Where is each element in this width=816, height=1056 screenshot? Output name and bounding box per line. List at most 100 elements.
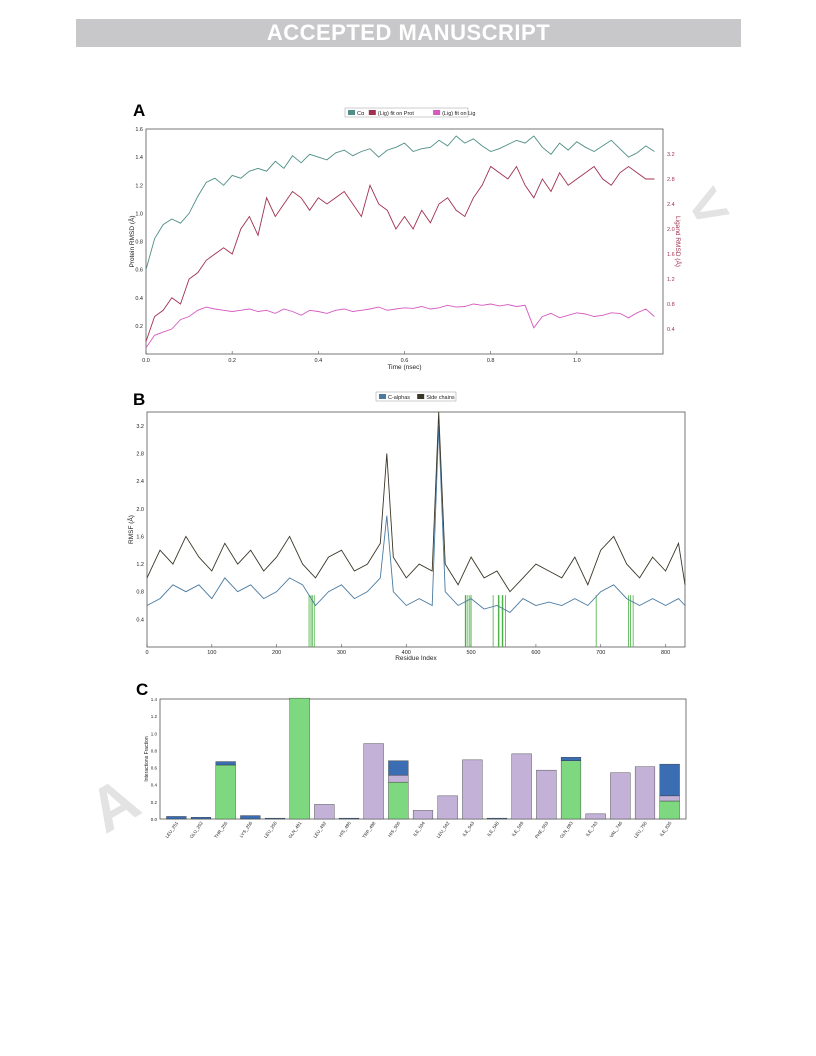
panel-b-y-tick-label: 0.4 — [136, 617, 144, 623]
panel-b-x-axis-label: Residue Index — [395, 655, 437, 662]
panel-b-legend-label: Side chains — [426, 395, 455, 401]
panel-c-bar-segment — [388, 781, 409, 820]
panel-a-y-tick-label: 0.8 — [135, 240, 143, 246]
panel-label-c: C — [136, 680, 149, 699]
panel-c-plot-frame — [159, 698, 687, 820]
panel-b-x-tick-label: 100 — [207, 650, 216, 656]
panel-a-x-tick-label: 1.0 — [573, 358, 581, 364]
panel-c-y-tick-label: 1.4 — [151, 697, 158, 702]
panel-c-x-tick-label: ILE_534 — [412, 820, 426, 837]
panel-c-y-tick-label: 0.0 — [151, 817, 158, 822]
panel-c-y-tick-label: 1.2 — [151, 714, 158, 719]
panel-c-x-tick-label: PHE_553 — [534, 820, 549, 839]
panel-c-x-tick-label: LEU_251 — [164, 820, 179, 839]
panel-b-x-tick-label: 500 — [467, 650, 476, 656]
panel-c-bar-segment — [264, 817, 286, 820]
panel-c-bar-segment — [585, 813, 606, 820]
panel-c-x-tick-label: GLN_491 — [287, 820, 302, 839]
panel-b-y-tick-label: 1.2 — [136, 562, 144, 568]
panel-a-y2-tick-label: 0.4 — [667, 327, 675, 333]
panel-c-bar-segment — [437, 795, 458, 820]
panel-a-x-axis-label: Time (nsec) — [387, 364, 421, 371]
panel-c-x-tick-label: GLN_693 — [559, 820, 574, 839]
panel-a-y2-tick-label: 1.2 — [667, 277, 675, 283]
panel-c-y-tick-label: 0.6 — [151, 766, 158, 771]
panel-a-x-tick-label: 0.6 — [401, 358, 409, 364]
panel-b-x-tick-label: 300 — [337, 650, 346, 656]
panel-c-y-tick-label: 1.0 — [151, 731, 158, 736]
panel-b-series-line-0 — [146, 425, 686, 613]
panel-a-y2-tick-label: 2.8 — [667, 177, 675, 183]
panel-b-y-tick-label: 2.0 — [136, 507, 144, 513]
panel-c-x-tick-label: ILE_549 — [511, 820, 525, 837]
panel-a-y-tick-label: 1.0 — [135, 211, 143, 217]
panel-c-x-tick-label: HIS_495 — [338, 820, 352, 838]
panel-c-bar-segment — [289, 697, 310, 820]
panel-c-bar-segment — [536, 769, 557, 820]
panel-c-y-tick-label: 0.2 — [151, 800, 158, 805]
panel-a-legend-swatch — [433, 110, 441, 115]
panel-b-legend-label: C-alphas — [388, 395, 410, 401]
panel-b-y-tick-label: 2.4 — [136, 479, 144, 485]
panel-a-x-tick-label: 0.8 — [487, 358, 495, 364]
panel-a-y2-tick-label: 2.4 — [667, 202, 675, 208]
panel-c-x-tick-label: HIS_500 — [387, 820, 401, 838]
panel-a-x-tick-label: 0.4 — [315, 358, 323, 364]
panel-a-y2-tick-label: 1.6 — [667, 252, 675, 258]
panel-c-x-tick-label: LEU_542 — [436, 820, 451, 839]
panel-c-bar-segment — [190, 817, 212, 820]
panel-c-bar-segment — [511, 753, 532, 820]
panel-label-b: B — [133, 390, 146, 409]
panel-c-x-tick-label: LEU_492 — [312, 820, 327, 839]
panel-label-a: A — [133, 101, 146, 120]
panel-c-bar-segment — [240, 815, 261, 820]
panel-b-legend-box — [375, 391, 457, 402]
panel-a-legend-swatch — [368, 110, 376, 115]
panel-c-bar-segment — [634, 766, 656, 820]
panel-c-bar-segment — [388, 760, 409, 776]
panel-c-x-tick-label: LYS_256 — [239, 820, 254, 838]
panel-a-y2-tick-label: 0.8 — [667, 302, 675, 308]
panel-c-bar-segment — [388, 775, 409, 783]
panel-c-bar-segment — [215, 761, 236, 766]
panel-a-legend-swatch — [348, 110, 355, 115]
panel-c-bar-segment — [486, 817, 508, 820]
panel-a-y-tick-label: 0.6 — [135, 268, 143, 274]
panel-b-x-tick-label: 800 — [661, 650, 670, 656]
panel-b-legend-swatch — [379, 394, 386, 399]
panel-c-y-axis-label: Interactions Fraction — [144, 736, 150, 782]
panel-c-bar-segment — [215, 764, 236, 820]
panel-b-y-tick-label: 0.8 — [136, 590, 144, 596]
panel-a-legend-label: (Lig) fit on Lig — [442, 111, 475, 117]
panel-a-legend-box — [344, 107, 469, 118]
panel-b-plot-frame — [146, 411, 686, 648]
panel-c-x-tick-label: LEU_750 — [633, 820, 648, 839]
panel-a-y2-tick-label: 2.0 — [667, 227, 675, 233]
panel-c-x-tick-label: GLU_252 — [189, 820, 204, 839]
panel-c-bar-segment — [560, 760, 582, 820]
panel-c-x-tick-label: VAL_746 — [609, 820, 624, 838]
panel-c-y-tick-label: 0.4 — [151, 783, 158, 788]
panel-b-x-tick-label: 600 — [531, 650, 540, 656]
panel-c-bar-segment — [412, 810, 434, 820]
panel-b-x-tick-label: 400 — [402, 650, 411, 656]
panel-b-series-line-1 — [146, 411, 686, 593]
panel-a-y-tick-label: 0.2 — [135, 324, 143, 330]
panel-b-x-tick-label: 200 — [272, 650, 281, 656]
panel-c-x-tick-label: ILE_543 — [461, 820, 475, 837]
panel-b-y-axis-label: RMSF (Å) — [126, 515, 135, 544]
panel-a-y2-axis-label: Ligand RMSD (Å) — [674, 216, 683, 267]
panel-c-x-tick-label: THR_255 — [213, 820, 228, 839]
panel-c-bar-segment — [659, 763, 680, 797]
panel-a-plot-frame — [145, 128, 664, 355]
panel-b-legend-swatch — [417, 394, 425, 399]
panel-c-bar-segment — [166, 816, 187, 820]
panel-c-y-tick-label: 0.8 — [151, 748, 158, 753]
accepted-manuscript-banner: ACCEPTED MANUSCRIPT — [76, 19, 741, 47]
panel-c-x-tick-label: TRP_498 — [361, 820, 376, 839]
panel-c-x-tick-label: ILE_743 — [585, 820, 599, 837]
panel-c-bar-segment — [659, 800, 680, 820]
panel-b-y-tick-label: 1.6 — [136, 534, 144, 540]
panel-a-x-tick-label: 0.0 — [142, 358, 150, 364]
panel-a-series-line-0 — [145, 135, 655, 270]
